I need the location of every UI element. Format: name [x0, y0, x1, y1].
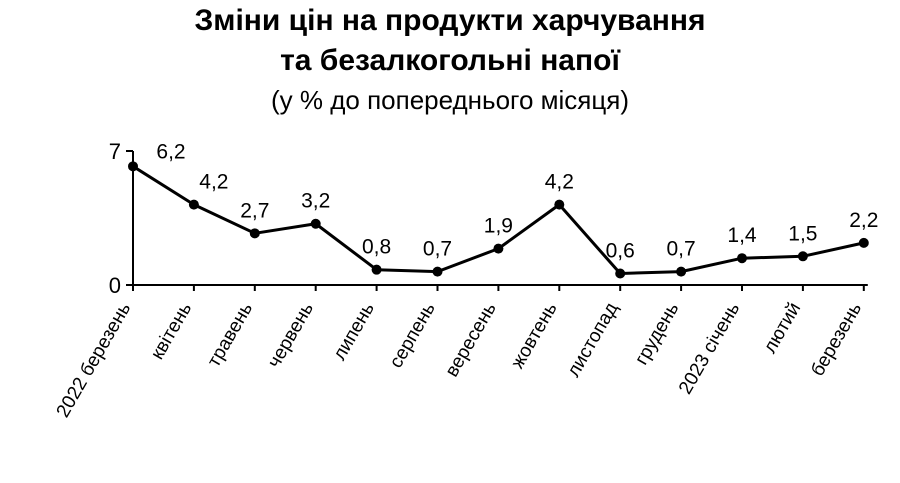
- chart-title-line-2: та безалкогольні напої: [280, 44, 620, 77]
- data-point: [676, 266, 687, 277]
- category-label: листопад: [563, 299, 622, 381]
- category-label: лютий: [760, 299, 806, 357]
- data-point: [188, 199, 199, 210]
- data-label: 3,2: [301, 190, 330, 213]
- chart-subtitle: (у % до попереднього місяця): [271, 85, 629, 115]
- data-point: [310, 218, 321, 229]
- data-label: 1,4: [727, 224, 757, 247]
- data-label: 4,2: [199, 171, 228, 194]
- data-point: [249, 228, 260, 239]
- data-point: [615, 268, 626, 279]
- data-label: 1,9: [484, 215, 513, 238]
- data-point: [797, 251, 808, 262]
- data-label: 2,7: [240, 199, 269, 222]
- category-label: 2022 березень: [53, 299, 136, 421]
- data-point: [554, 199, 565, 210]
- data-point: [371, 264, 382, 275]
- data-label: 4,2: [545, 171, 574, 194]
- data-point: [858, 237, 869, 248]
- category-label: жовтень: [507, 299, 561, 372]
- data-label: 2,2: [849, 209, 878, 232]
- data-label: 6,2: [156, 140, 185, 163]
- chart-title-line-1: Зміни цін на продукти харчування: [194, 4, 706, 37]
- category-label: грудень: [631, 299, 683, 369]
- category-label: 2023 січень: [675, 299, 744, 398]
- y-tick-label: 7: [109, 139, 121, 164]
- category-label: березень: [807, 299, 866, 380]
- category-label: червень: [264, 299, 318, 372]
- data-label: 0,7: [423, 238, 452, 261]
- data-label: 0,8: [362, 236, 391, 259]
- category-label: квітень: [147, 299, 196, 363]
- y-tick-label: 0: [109, 273, 121, 298]
- data-point: [128, 161, 138, 172]
- category-label: травень: [204, 299, 258, 371]
- data-point: [493, 243, 504, 254]
- data-label: 0,6: [606, 240, 635, 263]
- category-label: вересень: [442, 299, 501, 381]
- data-label: 1,5: [788, 222, 817, 245]
- category-label: липень: [329, 299, 379, 364]
- category-label: серпень: [386, 299, 440, 372]
- data-point: [432, 266, 443, 277]
- data-label: 0,7: [666, 238, 695, 261]
- data-point: [737, 253, 747, 264]
